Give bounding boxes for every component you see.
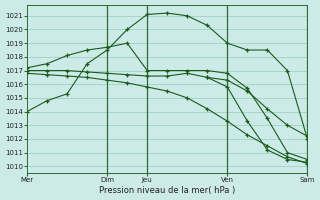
- X-axis label: Pression niveau de la mer( hPa ): Pression niveau de la mer( hPa ): [99, 186, 236, 195]
